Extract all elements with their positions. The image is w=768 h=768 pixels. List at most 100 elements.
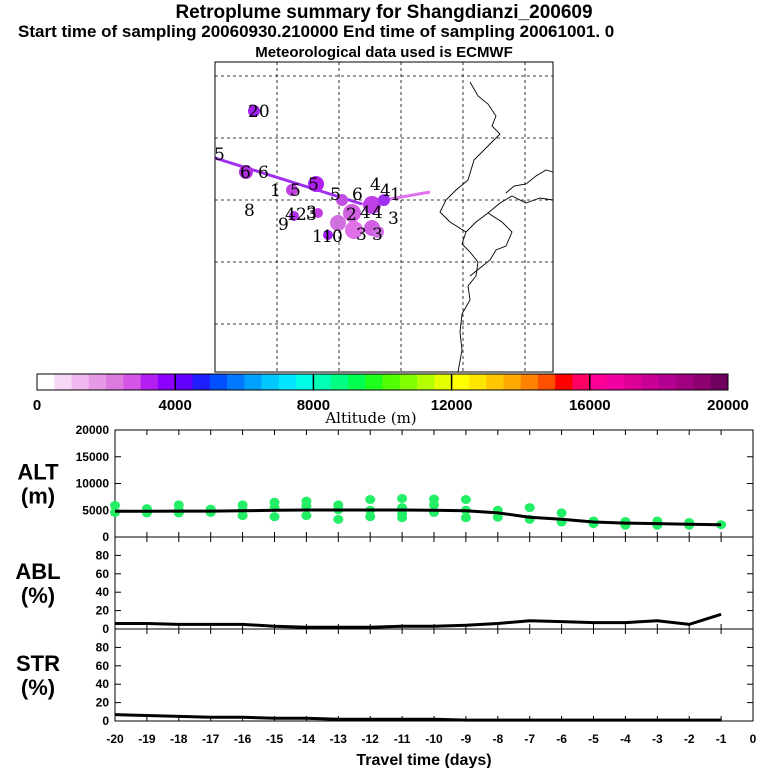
alt-panel: 0 5000 10000 15000 20000 ALT(m) (17, 423, 754, 544)
x-tick-label: -18 (170, 732, 188, 746)
alt-scatter-point (429, 500, 439, 510)
str-series-line (114, 713, 722, 722)
y-tick-label: 20000 (76, 423, 110, 437)
map-day-label: 4 (372, 203, 383, 223)
colorbar-swatch (468, 374, 487, 390)
colorbar-tick-label: 16000 (569, 397, 611, 414)
map-day-label: 3 (372, 225, 383, 245)
colorbar-swatch (693, 374, 712, 390)
colorbar-swatch (589, 374, 608, 390)
y-tick-label: 5000 (82, 503, 109, 517)
alt-scatter-point (460, 495, 471, 505)
x-tick-label: -20 (106, 732, 124, 746)
x-tick-label: -3 (652, 732, 663, 746)
map-day-label: 20 (248, 102, 270, 122)
colorbar-tick-label: 20000 (707, 397, 749, 414)
alt-scatter-point (301, 511, 312, 521)
x-tick-label: -15 (266, 732, 284, 746)
alt-scatter-point (397, 513, 408, 523)
str-ylabel: STR (16, 651, 60, 676)
colorbar-swatch (537, 374, 556, 390)
map-day-label: 4 (285, 205, 296, 225)
alt-scatter-point (333, 514, 344, 524)
plume-blob (239, 165, 253, 179)
y-tick-label: 20 (96, 604, 110, 618)
y-tick-label: 20 (96, 696, 110, 710)
colorbar-swatch (572, 374, 591, 390)
plume-blob (289, 211, 299, 221)
colorbar-swatch (451, 374, 470, 390)
alt-scatter-point (524, 503, 535, 513)
plume-blob (323, 230, 333, 240)
colorbar-swatch (244, 374, 262, 390)
colorbar-swatch (296, 374, 314, 390)
y-tick-label: 0 (102, 622, 109, 636)
colorbar-swatch (658, 374, 677, 390)
colorbar: 0 4000 8000 12000 16000 20000 Altitude (m) (33, 373, 749, 427)
colorbar-swatch (71, 374, 90, 390)
abl-ylabel: (%) (21, 583, 55, 608)
colorbar-swatch (37, 374, 55, 390)
x-axis-label: Travel time (days) (356, 752, 491, 768)
colorbar-swatch (157, 374, 176, 390)
map-day-label: 4 (380, 181, 391, 201)
y-tick-label: 40 (96, 677, 110, 691)
y-tick-label: 60 (96, 567, 110, 581)
x-tick-label: -2 (684, 732, 695, 746)
plume-blob (248, 105, 260, 117)
map-day-label: 3 (356, 225, 367, 245)
colorbar-swatch (175, 374, 193, 390)
x-tick-label: -8 (492, 732, 503, 746)
plume-blob (343, 204, 361, 222)
colorbar-swatch (676, 374, 694, 390)
str-frame (114, 628, 754, 722)
x-tick-label: -4 (620, 732, 631, 746)
chart-title: Retroplume summary for Shangdianzi_20060… (175, 2, 593, 23)
colorbar-ticks: 0 4000 8000 12000 16000 20000 (33, 374, 749, 414)
x-tick-label: -13 (330, 732, 348, 746)
alt-scatter-point (301, 501, 312, 511)
map-day-label: 3 (388, 209, 399, 229)
colorbar-swatch (399, 374, 418, 390)
alt-scatter-point (269, 512, 280, 522)
y-tick-label: 15000 (76, 450, 110, 464)
plume-blob (308, 176, 324, 192)
plume-blob (363, 196, 381, 214)
alt-ylabel: (m) (21, 484, 55, 509)
colorbar-swatch (106, 374, 124, 390)
colorbar-swatch (486, 374, 504, 390)
x-tick-label: -14 (298, 732, 316, 746)
abl-series-line (115, 612, 722, 629)
map-day-label: 6 (240, 163, 251, 183)
alt-ylabel: ALT (17, 460, 59, 485)
x-tick-label: -19 (138, 732, 156, 746)
abl-panel: 0 20 40 60 80 ABL(%) (15, 536, 754, 636)
x-tick-label: -10 (425, 732, 443, 746)
alt-scatter-point (141, 508, 152, 518)
coastline (439, 81, 554, 373)
x-tick-label: -1 (716, 732, 727, 746)
colorbar-tick-label: 12000 (431, 397, 473, 414)
plume-positions (239, 105, 390, 240)
colorbar-swatch (555, 374, 573, 390)
colorbar-swatch (54, 374, 72, 390)
y-tick-label: 0 (102, 530, 109, 544)
x-tick-label: -9 (461, 732, 472, 746)
colorbar-label: Altitude (m) (324, 409, 416, 427)
colorbar-frame (36, 373, 729, 391)
plume-blob (345, 221, 363, 239)
map-day-label: 9 (278, 215, 289, 235)
alt-scatter-point (237, 511, 248, 521)
colorbar-swatch (434, 374, 452, 390)
plume-blob (313, 208, 323, 218)
sampling-times: Start time of sampling 20060930.210000 E… (18, 22, 615, 41)
plume-blob (372, 226, 384, 238)
x-tick-label: -16 (234, 732, 252, 746)
colorbar-swatch (123, 374, 142, 390)
x-tick-label: -12 (362, 732, 380, 746)
colorbar-swatch (261, 374, 280, 390)
map-day-label: 1 (270, 181, 281, 201)
alt-scatter-point (397, 493, 408, 503)
